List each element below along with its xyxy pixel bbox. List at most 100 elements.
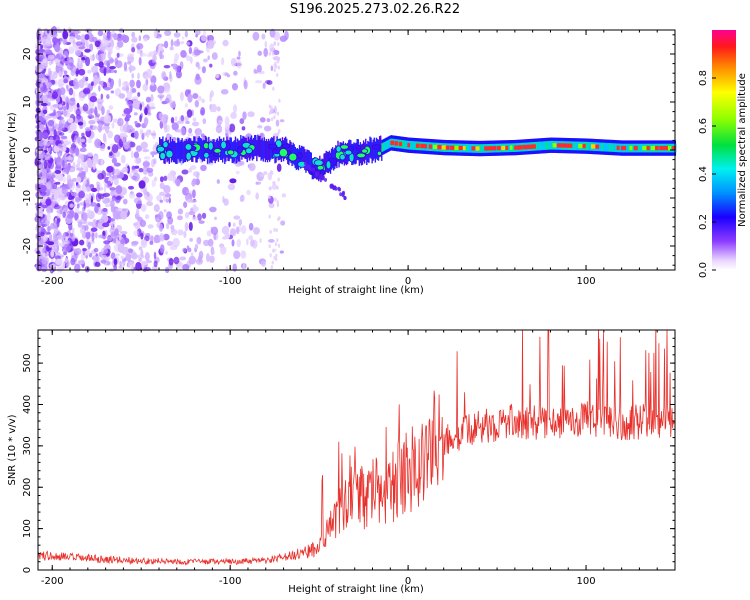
ridge-core <box>551 140 553 150</box>
noise-speckle <box>147 74 153 79</box>
noise-speckle <box>207 238 214 247</box>
ridge-band <box>186 140 189 162</box>
noise-speckle <box>63 251 67 256</box>
noise-speckle <box>103 40 110 46</box>
noise-speckle <box>108 151 113 157</box>
noise-speckle <box>160 116 167 124</box>
ridge-core <box>612 143 614 152</box>
ridge-band <box>289 140 291 162</box>
noise-speckle <box>97 193 105 200</box>
noise-speckle <box>268 202 275 209</box>
noise-speckle <box>202 30 207 37</box>
noise-speckle <box>165 198 169 203</box>
noise-speckle <box>75 41 83 47</box>
noise-speckle <box>192 117 197 122</box>
noise-speckle <box>174 52 180 61</box>
noise-speckle <box>230 57 237 67</box>
ridge-streak <box>341 190 345 195</box>
noise-speckle <box>191 121 200 127</box>
noise-speckle <box>269 229 272 234</box>
noise-speckle <box>126 61 132 65</box>
ridge-core <box>588 141 590 151</box>
ridge-core <box>638 143 641 153</box>
noise-speckle <box>114 168 121 176</box>
noise-speckle <box>139 114 142 123</box>
noise-speckle <box>181 169 189 175</box>
noise-speckle <box>128 192 136 199</box>
ridge-peak <box>591 144 597 149</box>
ridge-peak <box>390 140 395 145</box>
noise-speckle <box>109 58 115 63</box>
noise-speckle <box>228 123 236 133</box>
noise-speckle <box>193 206 200 212</box>
noise-speckle <box>222 39 229 47</box>
noise-speckle <box>200 35 207 42</box>
noise-speckle <box>232 222 236 227</box>
noise-speckle <box>278 98 281 103</box>
noise-speckle <box>39 191 47 197</box>
noise-speckle <box>271 170 274 175</box>
noise-speckle <box>180 40 185 45</box>
ridge-core <box>573 141 575 151</box>
noise-speckle <box>275 228 278 233</box>
noise-speckle <box>276 163 282 172</box>
noise-speckle <box>84 34 90 41</box>
noise-speckle <box>197 50 204 54</box>
noise-speckle <box>186 245 190 251</box>
ridge-core <box>481 144 484 153</box>
noise-speckle <box>182 263 190 271</box>
ridge-band <box>173 141 176 163</box>
noise-speckle <box>54 253 61 257</box>
noise-speckle <box>174 129 181 133</box>
noise-speckle <box>150 94 154 102</box>
noise-speckle <box>70 257 76 266</box>
noise-speckle <box>270 108 274 113</box>
noise-speckle <box>84 126 91 132</box>
noise-speckle <box>235 226 240 235</box>
noise-speckle <box>56 95 61 103</box>
ridge-streak <box>315 172 319 177</box>
noise-speckle <box>276 59 280 64</box>
noise-speckle <box>139 103 143 111</box>
ridge-peak <box>569 143 573 148</box>
noise-speckle <box>59 37 63 44</box>
ridge-blob <box>356 152 366 159</box>
noise-speckle <box>49 136 54 144</box>
ridge-band <box>315 158 318 180</box>
bottom-x-tick-label: -200 <box>41 576 64 587</box>
noise-speckle <box>85 38 89 49</box>
noise-speckle <box>263 47 269 58</box>
noise-speckle <box>186 41 191 46</box>
noise-speckle <box>78 197 82 201</box>
noise-speckle <box>107 146 111 150</box>
noise-speckle <box>97 75 101 85</box>
ridge-core <box>382 142 384 152</box>
noise-speckle <box>100 208 108 216</box>
noise-speckle <box>163 209 167 213</box>
noise-speckle <box>276 238 279 243</box>
noise-speckle <box>71 236 75 240</box>
ridge-core <box>381 143 383 152</box>
noise-speckle <box>164 97 170 104</box>
noise-speckle <box>236 60 242 69</box>
noise-speckle <box>131 31 136 38</box>
noise-speckle <box>190 252 194 257</box>
noise-speckle <box>95 232 98 239</box>
ridge-core <box>537 141 539 151</box>
noise-speckle <box>79 218 87 225</box>
noise-speckle <box>173 256 180 265</box>
noise-speckle <box>122 257 126 267</box>
noise-speckle <box>47 205 51 212</box>
noise-speckle <box>162 233 170 241</box>
noise-speckle <box>189 237 193 242</box>
noise-speckle <box>144 252 150 262</box>
noise-speckle <box>262 82 266 89</box>
noise-speckle <box>220 88 229 95</box>
noise-speckle <box>100 254 108 260</box>
ridge-core <box>604 142 606 152</box>
noise-speckle <box>278 216 281 221</box>
ridge-peak <box>629 145 633 151</box>
ridge-peak <box>394 141 399 146</box>
ridge-blob <box>159 151 167 160</box>
noise-speckle <box>96 184 100 192</box>
